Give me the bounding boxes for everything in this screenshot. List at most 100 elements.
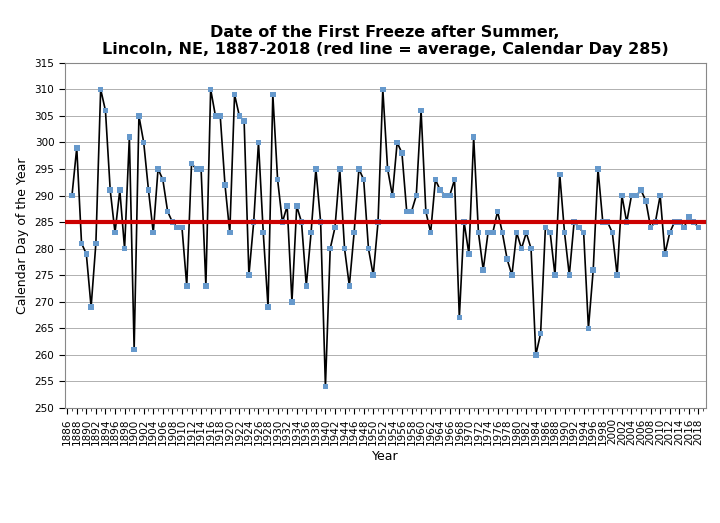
Point: [210, 112, 221, 120]
Point: [320, 382, 331, 391]
Point: [621, 218, 632, 226]
Point: [114, 186, 125, 195]
Point: [497, 229, 508, 237]
Point: [99, 106, 111, 115]
Point: [138, 138, 150, 146]
Point: [343, 281, 355, 290]
Point: [544, 229, 556, 237]
Point: [660, 250, 671, 258]
Point: [95, 85, 107, 94]
Point: [434, 186, 446, 195]
Point: [186, 160, 197, 168]
Point: [272, 175, 284, 184]
Point: [339, 244, 351, 253]
Point: [554, 170, 565, 178]
Point: [367, 271, 379, 279]
Point: [521, 229, 532, 237]
Y-axis label: Calendar Day of the Year: Calendar Day of the Year: [16, 157, 29, 314]
Point: [559, 229, 570, 237]
Point: [631, 191, 642, 200]
Point: [286, 298, 297, 306]
Point: [276, 218, 288, 226]
Point: [530, 350, 541, 359]
Point: [640, 197, 652, 205]
Point: [124, 133, 135, 141]
Point: [195, 165, 207, 173]
Point: [535, 329, 546, 338]
Point: [81, 250, 92, 258]
Point: [296, 218, 307, 226]
Point: [492, 207, 503, 215]
Point: [205, 85, 217, 94]
Point: [382, 165, 393, 173]
Point: [564, 271, 575, 279]
Point: [329, 223, 341, 232]
Point: [157, 175, 168, 184]
Point: [415, 106, 427, 115]
Point: [162, 207, 174, 215]
Point: [611, 271, 623, 279]
Point: [420, 207, 431, 215]
Point: [678, 223, 690, 232]
Point: [267, 90, 279, 99]
Point: [143, 186, 154, 195]
Point: [487, 229, 498, 237]
Point: [353, 165, 364, 173]
Point: [133, 112, 145, 120]
Point: [258, 229, 269, 237]
Point: [526, 244, 537, 253]
Point: [425, 229, 436, 237]
Point: [372, 218, 384, 226]
Point: [334, 165, 346, 173]
Point: [392, 138, 403, 146]
Point: [248, 218, 259, 226]
Point: [229, 90, 240, 99]
Point: [482, 229, 494, 237]
Point: [128, 345, 140, 354]
Point: [119, 244, 130, 253]
Title: Date of the First Freeze after Summer,
Lincoln, NE, 1887-2018 (red line = averag: Date of the First Freeze after Summer, L…: [102, 25, 669, 58]
Point: [593, 165, 604, 173]
Point: [86, 303, 97, 311]
Point: [664, 229, 675, 237]
Point: [291, 202, 302, 210]
Point: [588, 266, 599, 274]
Point: [148, 229, 159, 237]
Point: [539, 223, 551, 232]
Point: [473, 229, 485, 237]
Point: [358, 175, 369, 184]
Point: [645, 223, 657, 232]
Point: [444, 191, 456, 200]
Point: [104, 186, 116, 195]
Point: [506, 271, 518, 279]
Point: [200, 281, 212, 290]
Point: [430, 175, 441, 184]
Point: [233, 112, 245, 120]
Point: [90, 239, 102, 247]
Point: [468, 133, 480, 141]
Point: [215, 112, 226, 120]
Point: [463, 250, 474, 258]
Point: [410, 191, 422, 200]
Point: [109, 229, 121, 237]
Point: [325, 244, 336, 253]
Point: [305, 229, 317, 237]
Point: [439, 191, 451, 200]
Point: [597, 218, 608, 226]
Point: [76, 239, 87, 247]
Point: [387, 191, 398, 200]
Point: [348, 229, 360, 237]
Point: [501, 255, 513, 264]
Point: [282, 202, 293, 210]
Point: [602, 218, 613, 226]
Point: [238, 117, 250, 126]
Point: [688, 218, 699, 226]
Point: [459, 218, 470, 226]
Point: [71, 143, 83, 152]
Point: [300, 281, 312, 290]
Point: [176, 223, 188, 232]
Point: [573, 223, 585, 232]
Point: [191, 165, 202, 173]
Point: [153, 165, 164, 173]
Point: [669, 218, 680, 226]
